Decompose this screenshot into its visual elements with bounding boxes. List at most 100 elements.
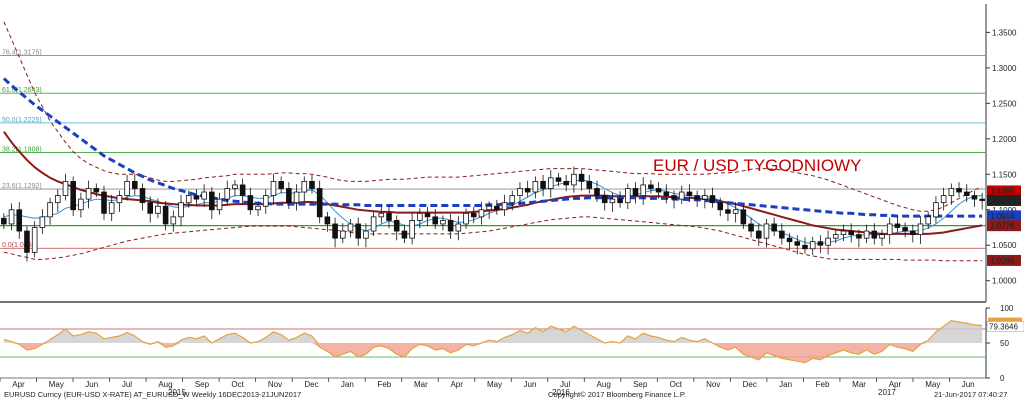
y-tick-label-2: 1.2500 [992, 99, 1017, 108]
y-tick-label-0: 1.3500 [992, 28, 1017, 37]
candle [270, 173, 277, 205]
candle-body [702, 195, 708, 200]
x-month-label: Jul [122, 380, 132, 389]
candle-body [440, 220, 446, 225]
candle-body [763, 223, 770, 239]
candle [563, 174, 569, 192]
candle-body [871, 230, 878, 239]
candle [378, 206, 385, 224]
candle-body [709, 195, 716, 204]
candle-body [470, 212, 477, 218]
candle [632, 182, 639, 204]
candle [663, 184, 670, 204]
candle-body [255, 205, 261, 211]
price-tag-bg [987, 194, 1021, 206]
candle-body [78, 198, 84, 211]
x-month-label: Jun [85, 380, 98, 389]
envelope-upper-line [3, 21, 983, 212]
candle-body [979, 198, 985, 201]
candle [755, 223, 762, 246]
price-tag-bg [987, 210, 1021, 222]
y-tick-label-4: 1.1500 [992, 170, 1017, 179]
candle-body [817, 241, 824, 246]
candle [316, 180, 323, 224]
footer: EURUSD Curncy (EUR-USD X-RATE) AT_EURUSD… [4, 390, 1007, 399]
candle-body [547, 177, 554, 189]
candle [879, 229, 885, 246]
candle [609, 192, 616, 212]
candle [355, 217, 361, 246]
candle-body [794, 241, 801, 246]
candle [255, 201, 261, 217]
candle-body [840, 230, 847, 235]
price-tag-label: 1.1131 [990, 196, 1014, 205]
candle [532, 176, 539, 199]
osc-line [3, 319, 983, 364]
candle [309, 174, 315, 194]
candle [417, 208, 423, 229]
candle [578, 169, 585, 191]
x-month-label: Oct [231, 380, 244, 389]
candle [547, 170, 554, 198]
candle-body [224, 188, 231, 200]
candle [678, 185, 685, 205]
candle [517, 182, 523, 205]
candle [340, 223, 346, 244]
candle-body [332, 223, 338, 239]
candle [625, 183, 631, 210]
x-month-label: Oct [670, 380, 683, 389]
candle-body [594, 188, 600, 196]
candle-body [894, 223, 901, 228]
x-month-label: May [925, 380, 940, 389]
osc-area-above [3, 320, 983, 343]
osc-y-tick-label-2: 0 [1000, 374, 1005, 383]
candle [601, 190, 608, 211]
footer-left-text: EURUSD Curncy (EUR-USD X-RATE) AT_EURUSD… [4, 390, 301, 399]
candle-body [879, 234, 885, 239]
candle [470, 206, 477, 224]
x-month-label: Dec [743, 380, 757, 389]
candle [617, 191, 623, 208]
candle-body [62, 180, 69, 196]
candle-body [833, 234, 839, 239]
candle [108, 194, 115, 222]
x-month-label: Apr [12, 380, 25, 389]
candle-body [786, 237, 793, 243]
candle-body [378, 212, 385, 218]
candle-body [963, 191, 970, 196]
candle-body [717, 202, 724, 211]
chart-title: EUR / USD TYGODNIOWY [653, 156, 861, 175]
candle [147, 196, 153, 223]
candle [232, 179, 238, 197]
candle-body [178, 202, 184, 218]
candle-body [155, 205, 161, 214]
candle-body [555, 177, 562, 182]
candle-body [162, 205, 169, 225]
candle-body [755, 230, 762, 239]
candle-body [8, 209, 15, 225]
candle-body [686, 191, 693, 196]
candle [671, 190, 677, 209]
candle-body [856, 234, 862, 239]
candle [963, 184, 970, 202]
price-tag-0: 1.1265 [987, 185, 1021, 197]
candle [594, 180, 600, 202]
candle-body [971, 195, 978, 200]
candle-body [363, 230, 369, 239]
candle [948, 183, 955, 205]
candle [910, 224, 916, 243]
candle [16, 201, 23, 239]
candle [732, 201, 739, 223]
candle [132, 173, 138, 195]
candle-body [524, 188, 531, 193]
candle-body [370, 216, 377, 232]
candle-body [540, 180, 546, 189]
candle [717, 197, 724, 217]
candle [555, 172, 562, 187]
candle-body [286, 188, 292, 204]
candle [193, 189, 200, 206]
candle-body [70, 180, 76, 211]
candle [786, 233, 793, 250]
y-tick-label-3: 1.2000 [992, 135, 1017, 144]
candle-body [93, 188, 100, 193]
